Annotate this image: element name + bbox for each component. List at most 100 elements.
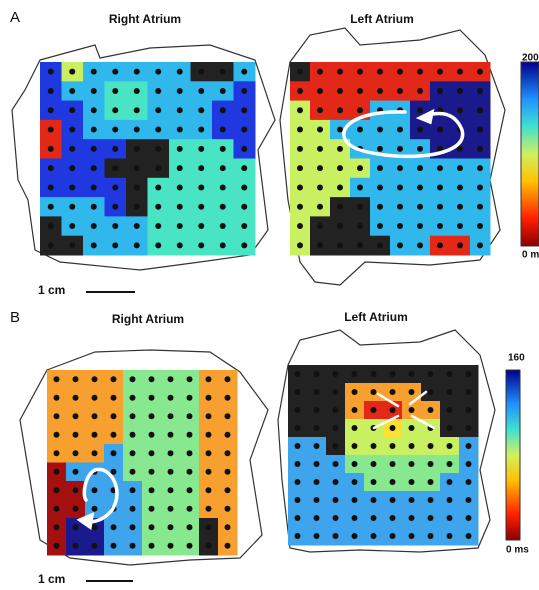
electrode xyxy=(220,146,226,152)
electrode xyxy=(220,223,226,229)
electrode xyxy=(409,425,415,431)
colorbar xyxy=(506,370,520,540)
electrode xyxy=(168,506,174,512)
electrode xyxy=(91,184,97,190)
electrode xyxy=(155,165,161,171)
electrode xyxy=(177,165,183,171)
map-title: Right Atrium xyxy=(109,12,181,26)
electrode xyxy=(130,506,136,512)
panel-label: B xyxy=(10,309,20,326)
electrode xyxy=(198,69,204,75)
electrode xyxy=(447,443,453,449)
electrode xyxy=(357,184,363,190)
electrode xyxy=(69,69,75,75)
electrode xyxy=(155,223,161,229)
electrode xyxy=(390,389,396,395)
electrode xyxy=(225,487,231,493)
electrode xyxy=(187,395,193,401)
electrode xyxy=(48,204,54,210)
electrode xyxy=(409,479,415,485)
electrode xyxy=(73,543,79,549)
electrode xyxy=(206,413,212,419)
electrode xyxy=(48,165,54,171)
electrode xyxy=(447,371,453,377)
electrode xyxy=(69,107,75,113)
electrode xyxy=(417,88,423,94)
electrode xyxy=(377,242,383,248)
colorbar xyxy=(521,62,539,246)
electrode xyxy=(54,543,60,549)
electrode xyxy=(91,146,97,152)
electrode xyxy=(206,376,212,382)
electrode xyxy=(206,432,212,438)
electrode xyxy=(69,223,75,229)
electrode xyxy=(352,461,358,467)
electrode xyxy=(390,497,396,503)
electrode xyxy=(337,184,343,190)
electrode xyxy=(317,88,323,94)
electrode xyxy=(295,425,301,431)
electrode xyxy=(92,450,98,456)
electrode xyxy=(390,533,396,539)
electrode xyxy=(149,432,155,438)
electrode xyxy=(352,497,358,503)
electrode xyxy=(111,395,117,401)
electrode xyxy=(447,515,453,521)
electrode xyxy=(155,204,161,210)
electrode xyxy=(466,533,472,539)
electrode xyxy=(466,479,472,485)
electrode xyxy=(317,127,323,133)
electrode xyxy=(295,371,301,377)
electrode xyxy=(457,204,463,210)
colorbar-min: 0 ms xyxy=(522,250,539,261)
electrode xyxy=(417,242,423,248)
electrode xyxy=(337,107,343,113)
map-title: Right Atrium xyxy=(112,312,184,326)
electrode xyxy=(198,107,204,113)
electrode xyxy=(155,242,161,248)
electrode xyxy=(187,543,193,549)
electrode xyxy=(466,443,472,449)
electrode xyxy=(198,88,204,94)
electrode xyxy=(437,165,443,171)
electrode xyxy=(297,223,303,229)
electrode xyxy=(397,204,403,210)
electrode xyxy=(314,389,320,395)
electrode xyxy=(357,88,363,94)
electrode xyxy=(69,127,75,133)
electrode xyxy=(295,389,301,395)
electrode xyxy=(333,461,339,467)
electrode xyxy=(198,204,204,210)
electrode xyxy=(177,88,183,94)
electrode xyxy=(92,432,98,438)
electrode xyxy=(317,204,323,210)
electrode xyxy=(297,88,303,94)
electrode xyxy=(73,395,79,401)
electrode xyxy=(155,69,161,75)
electrode xyxy=(333,515,339,521)
electrode xyxy=(111,543,117,549)
electrode xyxy=(466,389,472,395)
electrode xyxy=(377,165,383,171)
electrode xyxy=(91,107,97,113)
electrode xyxy=(477,127,483,133)
electrode xyxy=(225,376,231,382)
electrode xyxy=(149,543,155,549)
electrode xyxy=(225,450,231,456)
electrode xyxy=(130,376,136,382)
electrode xyxy=(317,146,323,152)
electrode xyxy=(92,487,98,493)
electrode xyxy=(73,432,79,438)
electrode xyxy=(206,524,212,530)
electrode xyxy=(241,165,247,171)
colorbar-max: 200 xyxy=(522,53,539,64)
electrode xyxy=(390,425,396,431)
electrode xyxy=(91,88,97,94)
electrode xyxy=(457,107,463,113)
electrode xyxy=(130,413,136,419)
electrode xyxy=(91,127,97,133)
electrode xyxy=(111,524,117,530)
electrode xyxy=(187,432,193,438)
electrode xyxy=(73,524,79,530)
electrode xyxy=(314,407,320,413)
